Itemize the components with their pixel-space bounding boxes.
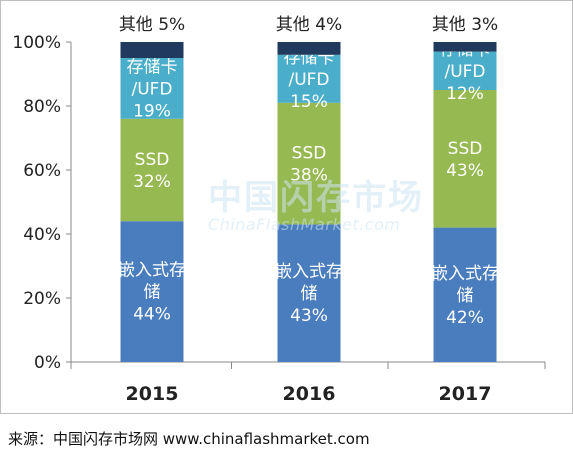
data-label-ssd: SSD 38%	[290, 144, 328, 186]
data-label-other: 其他 4%	[276, 15, 342, 35]
data-label-other: 其他 5%	[119, 15, 185, 35]
data-label-line: 储	[457, 286, 474, 306]
data-label-ssd: SSD 43%	[446, 139, 484, 181]
data-label-line: SSD	[135, 150, 170, 170]
bar-segment-other	[433, 42, 497, 52]
data-label-line: /UFD	[288, 70, 329, 90]
bar-segment-embedded	[120, 221, 184, 362]
data-label-line: 嵌入式存	[431, 264, 499, 284]
x-category-label: 2017	[439, 383, 492, 405]
data-label-line: 38%	[290, 166, 328, 186]
y-tick-label: 40%	[23, 225, 61, 245]
y-tick-label: 60%	[23, 161, 61, 181]
bar-segment-other	[120, 42, 184, 58]
data-label-line: 储	[144, 283, 161, 303]
chart-frame: 0% 20% 40% 60% 80% 100% 2015 2016 2017 嵌入式存储 44% SS…	[0, 0, 573, 414]
bar-segment-card	[120, 58, 184, 119]
bar-segment-ssd	[433, 90, 497, 228]
data-label-embedded: 嵌入式存储 42%	[431, 264, 499, 328]
data-label-line: SSD	[448, 139, 483, 159]
y-tick-label: 100%	[12, 33, 61, 53]
data-label-line: 44%	[133, 305, 171, 325]
data-label-line: 43%	[290, 306, 328, 326]
data-label-line: 嵌入式存	[275, 262, 343, 282]
y-tick-label: 80%	[23, 97, 61, 117]
bar-segment-card	[277, 54, 341, 103]
data-label-line: 43%	[446, 161, 484, 181]
data-label-line: 存储卡	[127, 57, 178, 77]
bar-segment-card	[433, 51, 497, 90]
x-category-label: 2016	[283, 383, 336, 405]
data-label-line: 42%	[446, 308, 484, 328]
data-label-line: 32%	[133, 172, 171, 192]
source-note: 来源：中国闪存市场网 www.chinaflashmarket.com	[8, 430, 370, 448]
data-label-card: 存储卡/UFD 19%	[127, 57, 178, 121]
data-label-card: 存储卡/UFD 15%	[284, 48, 335, 112]
y-tick-label: 20%	[23, 289, 61, 309]
data-label-line: 12%	[446, 84, 484, 104]
bar-segment-ssd	[120, 118, 184, 222]
bar-segment-embedded	[277, 224, 341, 362]
bar-segment-other	[277, 42, 341, 55]
data-label-embedded: 嵌入式存储 43%	[275, 262, 343, 326]
x-category-label: 2015	[126, 383, 179, 405]
data-label-line: 嵌入式存	[118, 261, 186, 281]
bar-segment-ssd	[277, 102, 341, 225]
data-label-line: /UFD	[131, 79, 172, 99]
data-label-line: SSD	[292, 144, 327, 164]
data-label-line: 15%	[290, 92, 328, 112]
y-tick-label: 0%	[34, 353, 61, 373]
bar-segment-embedded	[433, 227, 497, 362]
data-label-embedded: 嵌入式存储 44%	[118, 261, 186, 325]
data-label-other: 其他 3%	[432, 15, 498, 35]
data-label-line: /UFD	[444, 62, 485, 82]
data-label-line: 储	[301, 284, 318, 304]
data-label-line: 19%	[133, 101, 171, 121]
data-label-ssd: SSD 32%	[133, 150, 171, 192]
